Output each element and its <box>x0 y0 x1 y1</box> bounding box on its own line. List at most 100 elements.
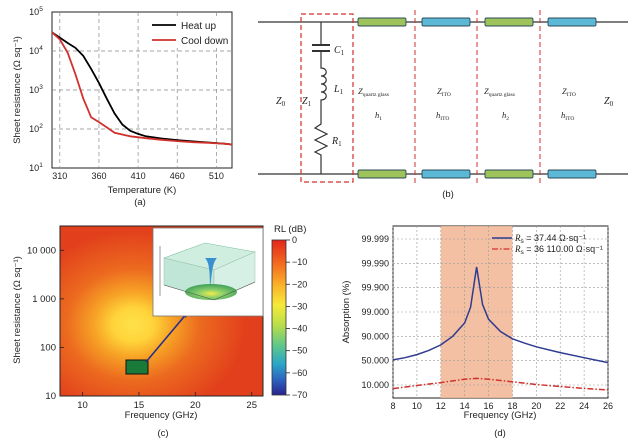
panel-a-ytick-label: 103 <box>29 84 43 95</box>
inset-dip <box>205 258 217 290</box>
panel-b-label: (b) <box>442 189 454 200</box>
panel-c-ytick-label: 1 000 <box>32 294 56 305</box>
panel-a-label: (a) <box>134 197 146 208</box>
panel-a-xtick-label: 410 <box>131 171 146 181</box>
panel-a-ytick-label: 101 <box>29 162 43 173</box>
inset-axis-y <box>213 281 256 301</box>
panel-a-ylabel: Sheet resistance (Ω sq⁻¹) <box>12 36 23 144</box>
tline-segment-quartz <box>357 169 407 179</box>
panel-a-xlabel: Temperature (K) <box>108 185 177 196</box>
panel-a-grid <box>52 12 232 168</box>
legend-label-rs-37: Rs = 37.44 Ω·sq⁻¹ <box>514 233 586 245</box>
panel-d-ytick-label: 99.900 <box>361 283 389 293</box>
tline-segment-quartz <box>484 169 534 179</box>
colorbar-tick-label: −40 <box>292 324 307 334</box>
label-z0-left: Z0 <box>276 96 286 108</box>
panel-c-ytick-label: 10 <box>45 391 56 402</box>
panel-d-xtick-label: 18 <box>507 401 517 411</box>
panel-d-ticks: 8 10 12 14 16 18 20 22 24 26 10.000 50.000 90.000 99.… <box>361 234 613 411</box>
label-z1: Z1 <box>302 96 312 108</box>
panel-d-xtick-label: 8 <box>390 401 395 411</box>
panel-d-xtick-label: 24 <box>579 401 589 411</box>
panel-a-xtick-label: 310 <box>52 171 67 181</box>
label-r1: R1 <box>331 136 342 148</box>
panel-d-ytick-label: 50.000 <box>361 356 389 366</box>
panel-d-chart: 8 10 12 14 16 18 20 22 24 26 10.000 50.000 90.000 99.… <box>341 225 613 439</box>
panel-d-xtick-label: 26 <box>603 401 613 411</box>
panel-d-series-1 <box>392 377 609 391</box>
layer-1-h-label: h1 <box>375 110 382 122</box>
legend-label-cool-down: Cool down <box>181 36 228 47</box>
panel-d-xlabel: Frequency (GHz) <box>464 410 537 421</box>
panel-d-xtick-label: 14 <box>460 401 470 411</box>
panel-d-label: (d) <box>494 428 506 439</box>
layer-4-z-label: ZITO <box>562 86 576 98</box>
panel-c-xlabel: Frequency (GHz) <box>125 410 198 421</box>
panel-a-series-1 <box>51 31 233 146</box>
colorbar-tick-label: −30 <box>292 301 307 311</box>
colorbar-label: RL (dB) <box>274 224 306 235</box>
panel-c-xtick-label: 10 <box>77 400 88 411</box>
panel-d-grid <box>392 226 609 398</box>
panel-a-xtick-label: 360 <box>91 171 106 181</box>
colorbar-tick-label: −10 <box>292 257 307 267</box>
inset-base-plane <box>185 284 237 300</box>
panel-d-series-0 <box>392 266 609 364</box>
panel-a-ytick-label: 102 <box>29 123 43 134</box>
panel-a-legend: Heat up Cool down <box>148 16 230 48</box>
panel-c-xtick-label: 20 <box>190 400 201 411</box>
panel-c-ylabel: Sheet resistance (Ω sq⁻¹) <box>12 256 23 364</box>
colorbar-tick-label: −50 <box>292 346 307 356</box>
layer-2-z-label: ZITO <box>437 86 451 98</box>
legend-label-heat-up: Heat up <box>181 21 216 32</box>
layer-3-h-label: h2 <box>502 110 509 122</box>
panel-c-ytick-label: 100 <box>40 342 56 353</box>
layer-3-z-label: Zquartz glass <box>484 86 515 98</box>
circuit-z1-box <box>300 13 354 183</box>
panel-c-chart: 10 15 20 25 10 100 1 000 10 000 RL (dB) 0 −10 −20… <box>12 224 307 439</box>
colorbar <box>271 239 287 396</box>
panel-c-xtick-label: 25 <box>246 400 257 411</box>
colorbar-tick-label: −70 <box>292 390 307 400</box>
tline-segment-ito <box>547 17 597 27</box>
panel-d-ylabel: Absorption (%) <box>341 281 352 344</box>
panel-a-ytick-label: 105 <box>29 6 43 17</box>
panel-d-ytick-label: 99.000 <box>361 307 389 317</box>
layer-4-h-label: hITO <box>561 110 574 122</box>
colorbar-tick-label: −20 <box>292 279 307 289</box>
panel-a-series <box>51 31 233 146</box>
panel-d-xtick-label: 20 <box>531 401 541 411</box>
inset-pointer-arrow <box>145 311 189 363</box>
panel-d-series <box>392 266 609 391</box>
inset-axis-x <box>163 284 215 301</box>
tline-segment-ito <box>421 169 471 179</box>
resonance-band <box>440 226 513 398</box>
panel-c-xtick-label: 15 <box>134 400 145 411</box>
panel-b-circuit: C1 L1 R1 Z1 Z0 Z0 Zquartz glass h1 ZITO … <box>258 10 628 200</box>
panel-d-xtick-label: 16 <box>484 401 494 411</box>
tline-segment-quartz <box>484 17 534 27</box>
tline-segment-quartz <box>357 17 407 27</box>
colorbar-ticks: 0 −10 −20 −30 −40 −50 −60 −70 <box>286 235 307 400</box>
inductor-resistor-path <box>313 51 329 174</box>
label-z0-right: Z0 <box>604 96 614 108</box>
label-l1: L1 <box>333 84 344 96</box>
tline-segment-ito <box>421 17 471 27</box>
colorbar-tick-label: 0 <box>292 235 297 245</box>
panel-c-ticks: 10 15 20 25 10 100 1 000 10 000 <box>27 245 257 411</box>
legend-label-rs-36110: Rs = 36 110.00 Ω·sq⁻¹ <box>514 244 603 256</box>
panel-a-xtick-label: 460 <box>170 171 185 181</box>
panel-d-xtick-label: 12 <box>436 401 446 411</box>
tline-segment-ito <box>547 169 597 179</box>
panel-d-ytick-label: 99.999 <box>361 234 389 244</box>
panel-a-ytick-label: 104 <box>29 45 43 56</box>
panel-a-chart: 310 360 410 460 510 101 102 103 104 105 Heat up C… <box>12 6 233 208</box>
heatmap-minimum-marker <box>125 359 149 375</box>
panel-d-ytick-label: 10.000 <box>361 380 389 390</box>
transmission-line-segments <box>357 17 597 179</box>
inset-3d-surface <box>152 227 264 317</box>
panel-a-xtick-label: 510 <box>209 171 224 181</box>
panel-a-legend-box <box>148 16 230 48</box>
panel-c-ytick-label: 10 000 <box>27 245 56 256</box>
